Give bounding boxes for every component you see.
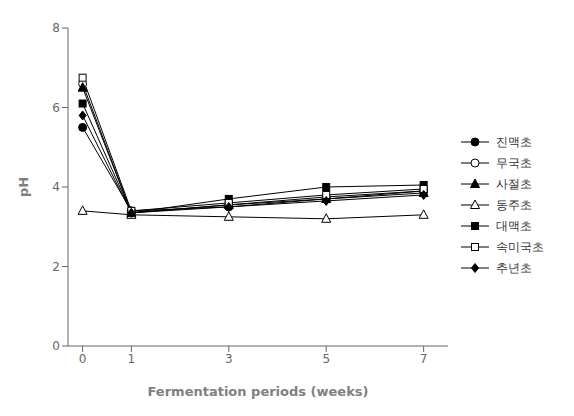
html-text:사절초: 사절초 — [496, 176, 532, 191]
svg-text:2: 2 — [52, 260, 60, 274]
html-text:추년초: 추년초 — [496, 260, 532, 275]
svg-text:4: 4 — [52, 180, 60, 194]
svg-text:8: 8 — [52, 21, 60, 35]
svg-text:0: 0 — [52, 339, 60, 353]
svg-text:0: 0 — [79, 352, 87, 366]
svg-text:7: 7 — [420, 352, 428, 366]
svg-text:Fermentation periods (weeks): Fermentation periods (weeks) — [148, 384, 369, 399]
svg-text:pH: pH — [16, 177, 31, 197]
html-text:대맥초: 대맥초 — [496, 218, 532, 233]
svg-text:3: 3 — [225, 352, 233, 366]
html-text:동주초: 동주초 — [496, 197, 532, 212]
svg-text:5: 5 — [322, 352, 330, 366]
svg-text:1: 1 — [128, 352, 136, 366]
html-text:진맥초: 진맥초 — [496, 134, 532, 149]
svg-text:6: 6 — [52, 101, 60, 115]
html-text:속미국초: 속미국초 — [496, 239, 544, 254]
html-text:무국초: 무국초 — [496, 155, 532, 170]
